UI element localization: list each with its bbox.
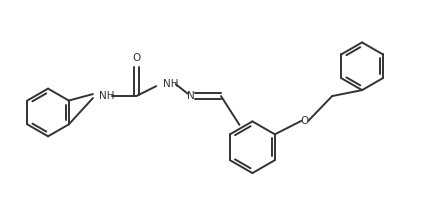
Text: N: N	[187, 91, 195, 101]
Text: NH: NH	[163, 79, 178, 89]
Text: O: O	[301, 116, 309, 126]
Text: O: O	[132, 53, 140, 63]
Text: NH: NH	[99, 91, 115, 101]
